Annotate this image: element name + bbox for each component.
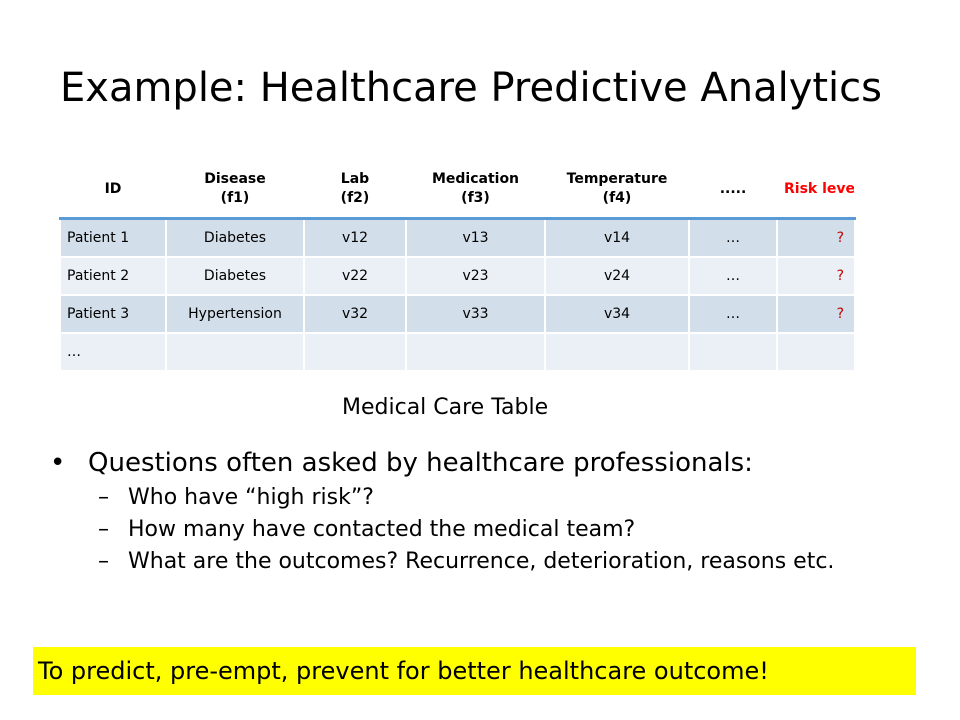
table-row: Patient 1 Diabetes v12 v13 v14 … ? [59, 217, 856, 258]
bullet-main-text: Questions often asked by healthcare prof… [88, 448, 753, 478]
sub-bullet: – What are the outcomes? Recurrence, det… [98, 547, 930, 577]
sub-bullet-text: Who have “high risk”? [128, 485, 374, 510]
cell-id: Patient 2 [59, 255, 167, 296]
cell-temperature: v14 [544, 217, 690, 258]
header-lab: Lab (f2) [303, 159, 407, 220]
cell-medication: v13 [405, 217, 546, 258]
bullet-list: • Questions often asked by healthcare pr… [50, 445, 930, 577]
dash-icon: – [98, 517, 109, 542]
cell-risk: ? [776, 255, 856, 296]
cell-temperature [544, 331, 690, 372]
cell-more: … [688, 293, 778, 334]
sub-bullet: – How many have contacted the medical te… [98, 515, 930, 545]
sub-bullet-text: How many have contacted the medical team… [128, 517, 636, 542]
header-medication: Medication (f3) [405, 159, 546, 220]
cell-more [688, 331, 778, 372]
cell-more: … [688, 217, 778, 258]
header-ellipsis: ..... [688, 159, 778, 220]
header-temperature: Temperature (f4) [544, 159, 690, 220]
bullet-main: • Questions often asked by healthcare pr… [50, 445, 930, 481]
cell-risk: ? [776, 293, 856, 334]
cell-lab: v12 [303, 217, 407, 258]
cell-disease: Diabetes [165, 255, 305, 296]
table-row: … [59, 331, 856, 372]
table-caption: Medical Care Table [342, 395, 549, 420]
table-row: Patient 3 Hypertension v32 v33 v34 … ? [59, 293, 856, 334]
table-row: Patient 2 Diabetes v22 v23 v24 … ? [59, 255, 856, 296]
header-disease: Disease (f1) [165, 159, 305, 220]
header-risk-level: Risk level [776, 159, 856, 220]
cell-medication [405, 331, 546, 372]
cell-more: … [688, 255, 778, 296]
highlight-banner: To predict, pre-empt, prevent for better… [33, 647, 916, 695]
cell-disease [165, 331, 305, 372]
cell-disease: Hypertension [165, 293, 305, 334]
cell-risk [776, 331, 856, 372]
cell-lab: v32 [303, 293, 407, 334]
header-id: ID [59, 159, 167, 220]
cell-medication: v23 [405, 255, 546, 296]
cell-temperature: v34 [544, 293, 690, 334]
cell-medication: v33 [405, 293, 546, 334]
cell-risk: ? [776, 217, 856, 258]
sub-bullet: – Who have “high risk”? [98, 483, 930, 513]
dash-icon: – [98, 485, 109, 510]
medical-care-table: ID Disease (f1) Lab (f2) Medication (f3) Te… [59, 159, 856, 372]
dash-icon: – [98, 549, 109, 574]
slide-title: Example: Healthcare Predictive Analytics [60, 65, 882, 111]
bullet-dot-icon: • [50, 448, 66, 478]
cell-id: … [59, 331, 167, 372]
cell-id: Patient 3 [59, 293, 167, 334]
cell-lab: v22 [303, 255, 407, 296]
table-header-row: ID Disease (f1) Lab (f2) Medication (f3) Te… [59, 159, 856, 220]
cell-lab [303, 331, 407, 372]
cell-disease: Diabetes [165, 217, 305, 258]
cell-id: Patient 1 [59, 217, 167, 258]
cell-temperature: v24 [544, 255, 690, 296]
sub-bullet-text: What are the outcomes? Recurrence, deter… [128, 549, 835, 574]
